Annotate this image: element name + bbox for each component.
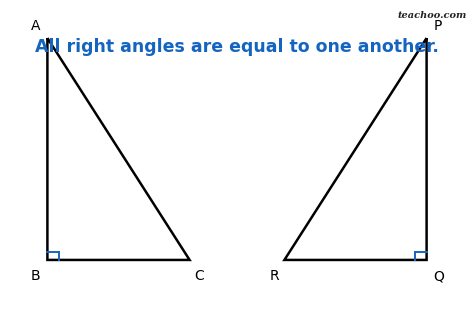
Text: B: B	[31, 269, 40, 283]
Text: All right angles are equal to one another.: All right angles are equal to one anothe…	[35, 38, 439, 56]
Text: teachoo.com: teachoo.com	[398, 11, 467, 20]
Text: C: C	[194, 269, 204, 283]
Text: P: P	[434, 19, 442, 33]
Text: Q: Q	[434, 269, 445, 283]
Text: R: R	[270, 269, 280, 283]
Text: A: A	[31, 19, 40, 33]
